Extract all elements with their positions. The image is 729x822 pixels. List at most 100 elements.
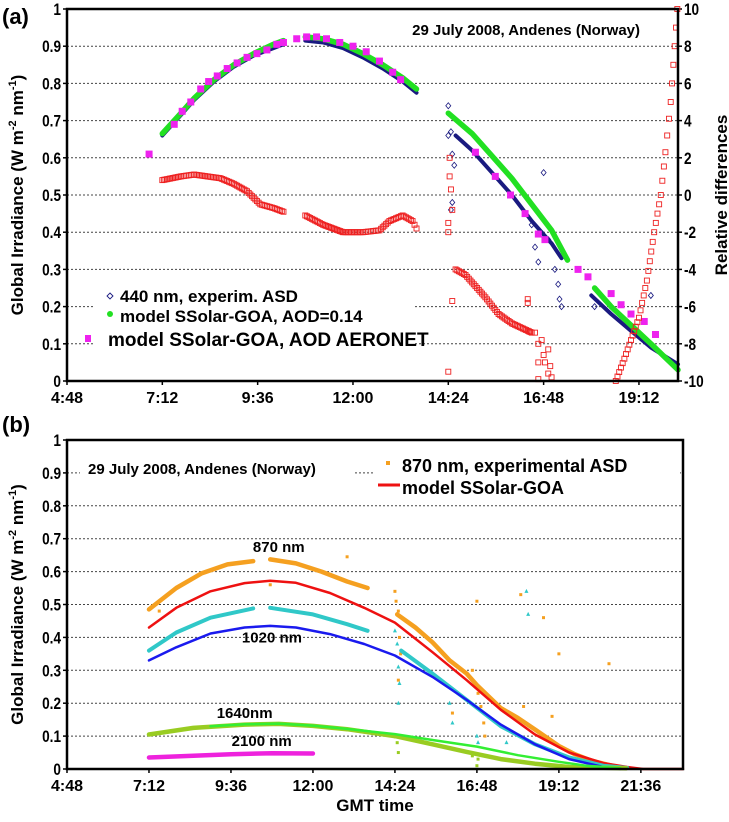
data-point xyxy=(268,583,272,587)
data-point xyxy=(545,346,552,353)
data-point xyxy=(628,337,634,344)
data-point xyxy=(528,221,535,229)
x-tick-label: 4:48 xyxy=(51,390,83,407)
data-point xyxy=(279,38,287,46)
data-point xyxy=(376,227,383,234)
data-point xyxy=(249,193,255,200)
y-tick-label: 0.5 xyxy=(42,596,61,615)
data-point xyxy=(464,273,471,280)
data-point xyxy=(584,273,592,281)
data-point xyxy=(462,272,469,278)
data-point xyxy=(556,295,563,303)
y2-axis-label: Relative differences xyxy=(712,115,729,276)
series-6 xyxy=(146,750,316,760)
legend-label: 440 nm, experim. ASD xyxy=(120,287,298,306)
data-point xyxy=(635,314,642,321)
data-point xyxy=(542,616,546,620)
data-point xyxy=(534,230,542,238)
y-tick-label: 0.8 xyxy=(42,75,61,94)
data-point xyxy=(394,599,398,603)
data-point xyxy=(647,291,654,300)
series-curve xyxy=(147,624,622,771)
data-point xyxy=(243,53,251,61)
data-point xyxy=(252,196,259,203)
panel-label: (a) xyxy=(2,4,29,29)
data-point xyxy=(475,286,482,293)
data-point xyxy=(634,319,641,326)
series-curve xyxy=(159,37,287,137)
legend-label: model SSolar-GOA xyxy=(402,478,564,498)
y-tick-label: 0.1 xyxy=(42,335,61,354)
data-point xyxy=(519,593,523,597)
annotation: 29 July 2008, Andenes (Norway) xyxy=(412,22,640,39)
series-curve xyxy=(160,42,286,138)
x-tick-label: 14:24 xyxy=(428,390,469,407)
y-tick-label: 0 xyxy=(53,761,61,780)
data-point xyxy=(395,741,399,745)
series-curve xyxy=(147,579,685,771)
data-point xyxy=(393,589,397,593)
data-point xyxy=(446,173,453,180)
data-point xyxy=(652,219,659,226)
x-tick-label: 12:00 xyxy=(292,778,333,795)
data-point xyxy=(476,691,480,695)
series-curve xyxy=(268,605,370,633)
y2-tick-label: -8 xyxy=(684,335,696,354)
data-point xyxy=(632,323,639,330)
y2-tick-label: -4 xyxy=(684,261,696,280)
data-point xyxy=(250,194,257,201)
data-point xyxy=(670,61,677,68)
data-point xyxy=(547,363,554,370)
data-point xyxy=(445,102,452,110)
data-point xyxy=(541,359,548,366)
data-point xyxy=(445,368,452,375)
data-point xyxy=(399,652,403,656)
y-tick-label: 0.9 xyxy=(42,38,61,57)
data-point xyxy=(213,72,221,80)
data-point xyxy=(170,120,178,128)
data-point xyxy=(233,59,241,67)
data-point xyxy=(407,217,414,224)
data-point xyxy=(303,33,311,41)
data-point xyxy=(396,751,400,755)
data-point xyxy=(657,192,664,198)
curve-label: 1020 nm xyxy=(242,629,302,646)
data-point xyxy=(660,163,667,170)
data-point xyxy=(669,80,675,87)
data-point xyxy=(640,292,647,299)
data-point xyxy=(504,740,509,745)
legend-marker-dot xyxy=(107,311,113,317)
data-point xyxy=(526,611,531,616)
legend-label: model SSolar-GOA, AOD=0.14 xyxy=(120,307,363,326)
y-tick-label: 0.5 xyxy=(42,187,61,206)
data-point xyxy=(451,161,458,169)
data-point xyxy=(637,307,644,314)
data-point xyxy=(280,208,287,215)
data-point xyxy=(253,50,261,58)
series-curve xyxy=(267,557,370,591)
data-point xyxy=(273,40,281,48)
data-point xyxy=(379,224,386,231)
data-point xyxy=(479,290,486,297)
series-1 xyxy=(147,579,685,771)
data-point xyxy=(362,48,370,56)
x-tick-label: 7:12 xyxy=(133,778,165,795)
data-point xyxy=(322,35,330,43)
data-point xyxy=(469,279,476,286)
y-tick-label: 0.4 xyxy=(42,629,61,648)
data-point xyxy=(409,218,416,224)
data-point xyxy=(607,290,615,298)
series-2 xyxy=(145,33,659,338)
series-curve xyxy=(146,558,256,612)
data-point xyxy=(662,149,669,156)
y-tick-label: 0.8 xyxy=(42,497,61,516)
data-point xyxy=(467,277,474,284)
series-3 xyxy=(159,6,681,384)
data-point xyxy=(524,296,531,303)
y2-tick-label: -6 xyxy=(684,298,696,317)
data-point xyxy=(475,599,479,603)
data-point xyxy=(459,270,466,277)
data-point xyxy=(528,329,535,336)
data-point xyxy=(476,757,480,761)
data-point xyxy=(378,225,385,232)
